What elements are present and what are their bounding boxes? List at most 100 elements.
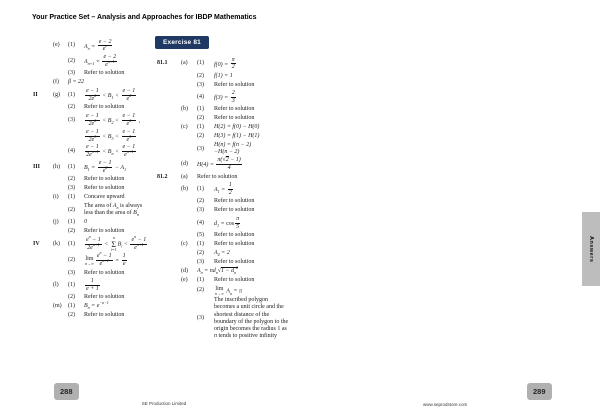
item-answer-content: e − 1 2e2 < B2 < e − 1 e2 , <box>85 112 141 127</box>
item-answer-content: A4 = 2 <box>214 250 230 258</box>
item-number-label: (4) <box>197 94 204 101</box>
item-letter-label: (k) <box>53 240 60 247</box>
item-answer-content: Refer to solution <box>84 312 125 319</box>
item-number-label: (1) <box>68 91 75 98</box>
answer-row: (2) Refer to solution <box>33 311 175 320</box>
item-answer-content: H(3) = f(1) − H(1) <box>214 133 260 140</box>
item-number-label: (5) <box>197 232 204 239</box>
item-answer-content: Refer to solution <box>214 115 255 122</box>
item-letter-label: (g) <box>53 91 60 98</box>
item-answer-content: B1 = e − 1 e2 − A1 <box>84 160 127 175</box>
item-answer-content: An+1 = e − 2 en+1 <box>84 54 118 69</box>
exercise-badge: Exercise 81 <box>155 36 209 49</box>
page-number-left: 288 <box>54 383 79 400</box>
item-letter-label: (j) <box>53 218 59 225</box>
item-number-label: (2) <box>197 198 204 205</box>
item-answer-content: H(2) = f(0) − H(0) <box>214 124 260 131</box>
answer-row: II (g) (1) e − 1 2e2 < B1 < e − 1 e2 <box>33 88 175 104</box>
item-letter-label: (m) <box>53 303 62 310</box>
answers-tab-label: Answers <box>588 235 594 263</box>
item-letter-label: (e) <box>181 277 188 284</box>
item-number-label: (1) <box>197 124 204 131</box>
item-number-label: (1) <box>68 303 75 310</box>
publisher-footer: SE Production Limited <box>141 401 187 406</box>
item-number-label: (1) <box>68 240 75 247</box>
item-letter-label: (h) <box>53 163 60 170</box>
item-answer-content: lim n→∞ An = π <box>215 285 242 296</box>
item-letter-label: (d) <box>181 161 188 168</box>
answer-row: (2) f(1) = 1 <box>157 72 291 81</box>
answer-row: (2) An+1 = e − 2 en+1 <box>33 54 175 70</box>
item-letter-label: (b) <box>181 186 188 193</box>
item-answer-content: H(n) = f(n − 2) −H(n − 2) <box>214 142 252 156</box>
item-answer-content: Refer to solution <box>84 294 125 301</box>
item-group-label: 81.1 <box>157 60 168 67</box>
item-number-label: (3) <box>197 81 204 88</box>
item-number-label: (2) <box>197 250 204 257</box>
item-letter-label: (c) <box>181 241 188 248</box>
item-number-label: (3) <box>68 70 75 77</box>
answer-row: (3) The inscribed polygon becomes a unit … <box>157 297 291 341</box>
item-answer-content: Refer to solution <box>84 70 125 77</box>
answer-row: (2) A4 = 2 <box>157 249 291 258</box>
left-page-answers: (e) (1) An = e − 2 en (2) An+1 = e − 2 en+1 (3)… <box>33 38 175 320</box>
answer-row: (4) d1 = cos π 5 <box>157 216 291 232</box>
item-number-label: (3) <box>197 315 204 322</box>
item-answer-content: 0 <box>84 218 87 225</box>
item-number-label: (2) <box>68 58 75 65</box>
item-number-label: (2) <box>68 257 75 264</box>
item-group-label: III <box>33 163 41 170</box>
item-number-label: (4) <box>68 148 75 155</box>
item-number-label: (1) <box>68 42 75 49</box>
answer-row: (3) Refer to solution <box>33 70 175 79</box>
website-footer: www.seprodstore.com <box>423 402 468 407</box>
item-number-label: (1) <box>68 218 75 225</box>
item-answer-content: d1 = cos π 5 <box>214 216 241 230</box>
answers-section-tab[interactable]: Answers <box>582 212 600 286</box>
answer-row: (f) β = 22 <box>33 79 175 88</box>
answer-row: (2) Refer to solution <box>33 175 175 184</box>
item-number-label: (1) <box>197 106 204 113</box>
item-number-label: (1) <box>197 186 204 193</box>
item-number-label: (3) <box>197 207 204 214</box>
item-answer-content: Refer to solution <box>84 227 125 234</box>
answer-row: (2) lim n→∞ An = π <box>157 285 291 296</box>
item-answer-content: e − 1 2e3 < B3 < e − 1 e3 <box>85 128 137 143</box>
answer-row: (3) Refer to solution <box>157 258 291 267</box>
answer-row: (c) (1) H(2) = f(0) − H(0) <box>157 124 291 133</box>
answer-row: (l) (1) 1 e + 1 <box>33 278 175 294</box>
item-number-label: (2) <box>68 104 75 111</box>
item-answer-content: Refer to solution <box>214 232 255 239</box>
answer-row: (b) (1) Refer to solution <box>157 106 291 115</box>
item-letter-label: (a) <box>181 173 188 180</box>
answer-row: (3) Refer to solution <box>33 269 175 278</box>
item-letter-label: (d) <box>181 268 188 275</box>
answer-row: (2) H(3) = f(1) − H(1) <box>157 133 291 142</box>
item-number-label: (3) <box>68 185 75 192</box>
item-answer-content: The inscribed polygon becomes a unit cir… <box>214 297 289 340</box>
item-number-label: (2) <box>68 294 75 301</box>
item-answer-content: f(1) = 1 <box>214 72 233 79</box>
item-answer-content: Refer to solution <box>214 81 255 88</box>
item-answer-content: e − 1 2e2 < B1 < e − 1 e2 <box>85 88 137 102</box>
item-number-label: (1) <box>68 194 75 201</box>
answer-row: (2) The area of An is always less than th… <box>33 202 175 217</box>
item-number-label: (1) <box>197 60 204 67</box>
item-group-label: IV <box>33 240 40 247</box>
item-number-label: (2) <box>68 312 75 319</box>
answer-row: (3) Refer to solution <box>157 207 291 216</box>
item-group-label: 81.2 <box>157 173 168 180</box>
item-answer-content: e − 1 2en+1 < Bn < e − 1 en+1 <box>85 144 137 159</box>
answer-row: (2) Refer to solution <box>33 103 175 112</box>
item-answer-content: Refer to solution <box>197 173 238 180</box>
answer-row: (3) e − 1 2e2 < B2 < e − 1 e2 , <box>33 112 175 128</box>
item-number-label: (1) <box>197 241 204 248</box>
